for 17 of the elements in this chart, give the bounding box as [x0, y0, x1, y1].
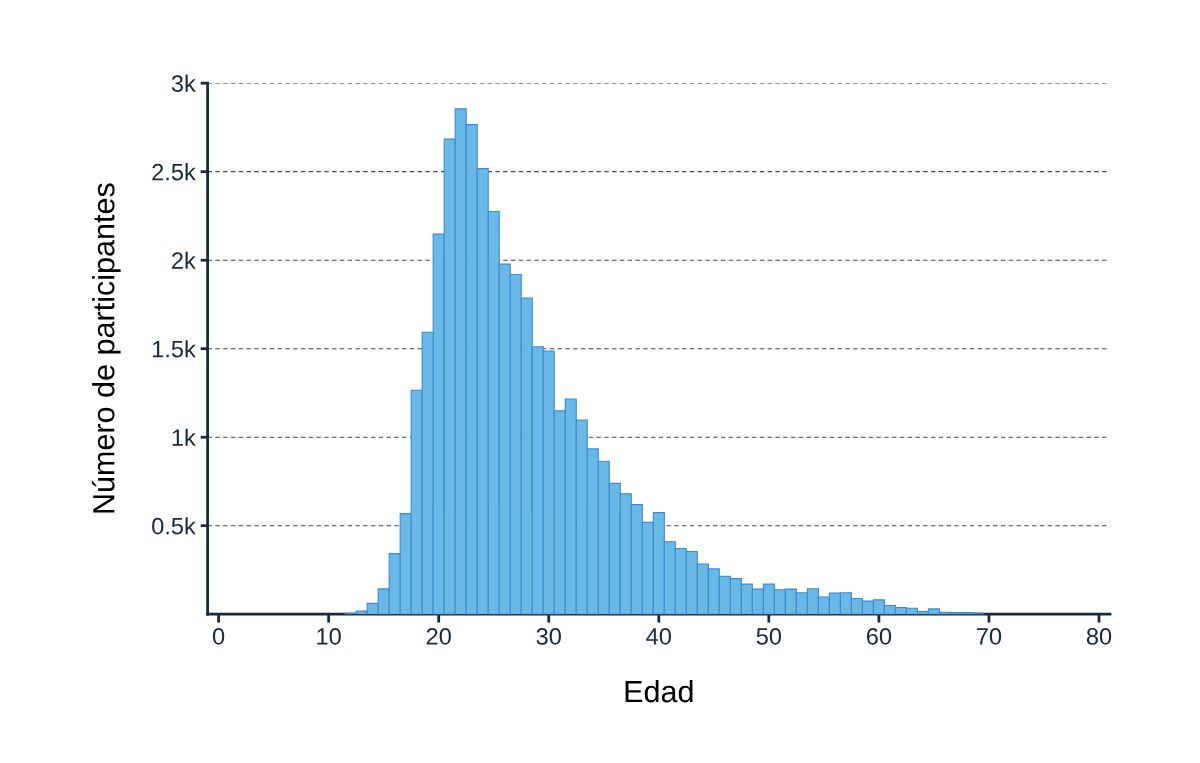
x-tick-label: 30 [536, 628, 561, 645]
x-tick-label: 80 [1086, 628, 1112, 645]
y-tick-label: 2k [172, 251, 196, 269]
x-tick-label: 0 [212, 628, 225, 645]
x-tick-label: 20 [426, 628, 451, 645]
y-tick-label: 1.5k [152, 340, 196, 358]
x-tick-label: 10 [317, 628, 341, 645]
x-axis-title: Edad [625, 679, 693, 703]
x-tick-label: 50 [756, 628, 782, 645]
x-tick-label: 40 [646, 628, 672, 645]
y-tick-label: 3k [171, 74, 196, 92]
x-tick-label: 60 [866, 628, 892, 645]
x-tick-label: 70 [977, 628, 1002, 645]
y-tick-label: 1k [172, 428, 196, 446]
y-axis-title: Número de participantes [91, 183, 121, 513]
y-tick-label: 2.5k [152, 163, 196, 181]
y-tick-label: 0.5k [152, 517, 196, 535]
